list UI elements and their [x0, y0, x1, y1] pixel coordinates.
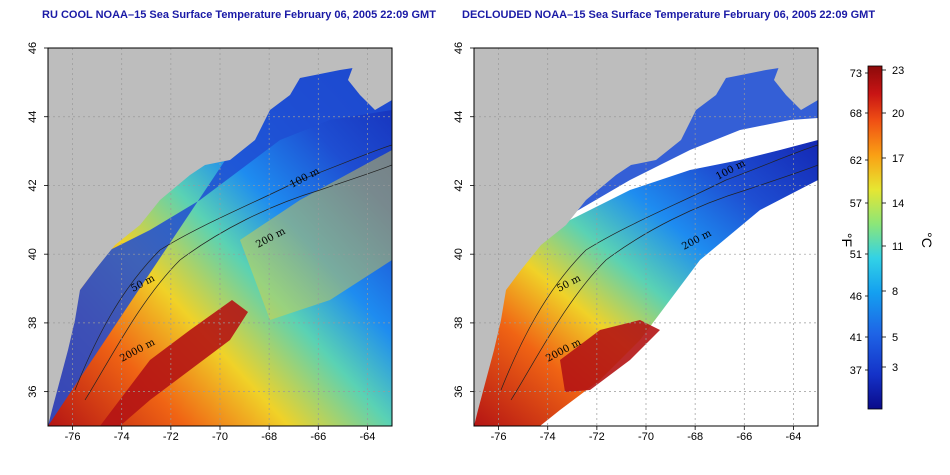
fahrenheit-label: °F — [839, 233, 855, 247]
right-lon-tick-label: -72 — [589, 431, 605, 443]
left-lat-tick-label: 40 — [27, 248, 39, 260]
colorbar-f-tick: 51 — [850, 249, 862, 261]
left-lat-tick-label: 46 — [27, 42, 39, 54]
left-lon-tick-label: -74 — [114, 431, 130, 443]
grid-lines — [48, 47, 818, 426]
left-lat-tick-label: 42 — [27, 179, 39, 191]
right-lat-tick-label: 44 — [453, 111, 465, 123]
right-lon-tick-label: -76 — [491, 431, 507, 443]
colorbar-f-tick: 57 — [850, 198, 862, 210]
right-lon-tick-label: -68 — [687, 431, 703, 443]
colorbar-f-tick: 68 — [850, 108, 862, 120]
right-lon-tick-label: -70 — [638, 431, 654, 443]
left-lon-tick-label: -72 — [163, 431, 179, 443]
colorbar-ticks: 73 68 62 57 51 46 41 37 23 20 17 14 11 8 5 3 — [850, 65, 905, 377]
left-lon-tick-label: -66 — [310, 431, 326, 443]
colorbar-c-tick: 8 — [892, 286, 898, 298]
left-cloud-streak — [240, 150, 392, 320]
colorbar-f-tick: 73 — [850, 68, 862, 80]
colorbar-f-tick: 62 — [850, 155, 862, 167]
right-lat-tick-label: 36 — [453, 386, 465, 398]
left-lon-tick-label: -76 — [65, 431, 81, 443]
left-panel-title: RU COOL NOAA–15 Sea Surface Temperature … — [42, 9, 436, 21]
right-lon-tick-label: -64 — [785, 431, 801, 443]
colorbar-f-tick: 37 — [850, 365, 862, 377]
left-lat-tick-label: 44 — [27, 111, 39, 123]
left-warm-core — [100, 300, 248, 426]
colorbar-c-tick: 20 — [892, 108, 904, 120]
colorbar-c-tick: 11 — [892, 241, 903, 253]
right-lat-tick-label: 42 — [453, 179, 465, 191]
left-land — [48, 48, 392, 426]
colorbar-c-tick: 3 — [892, 362, 898, 374]
left-lat-tick-label: 36 — [27, 386, 39, 398]
colorbar-c-tick: 14 — [892, 198, 904, 210]
right-land — [474, 48, 818, 426]
right-warm-core — [560, 320, 660, 392]
right-lat-tick-label: 40 — [453, 248, 465, 260]
colorbar-c-tick: 23 — [892, 65, 904, 77]
left-land-nova-scotia — [348, 48, 392, 110]
colorbar-c-tick: 17 — [892, 153, 904, 165]
right-lon-tick-label: -66 — [736, 431, 752, 443]
colorbar — [867, 65, 883, 410]
colorbar-c-tick: 5 — [892, 332, 898, 344]
left-lon-tick-label: -64 — [359, 431, 375, 443]
right-lat-tick-label: 38 — [453, 317, 465, 329]
left-lon-tick-label: -70 — [212, 431, 228, 443]
right-panel-title: DECLOUDED NOAA–15 Sea Surface Temperatur… — [462, 9, 876, 21]
right-lat-tick-label: 46 — [453, 42, 465, 54]
colorbar-f-tick: 46 — [850, 291, 862, 303]
right-lon-tick-label: -74 — [540, 431, 556, 443]
left-lon-tick-label: -68 — [261, 431, 277, 443]
right-map — [474, 48, 818, 426]
colorbar-f-tick: 41 — [850, 332, 862, 344]
right-land-nova-scotia — [774, 48, 818, 110]
left-lat-tick-label: 38 — [27, 317, 39, 329]
celsius-label: °C — [919, 232, 935, 248]
